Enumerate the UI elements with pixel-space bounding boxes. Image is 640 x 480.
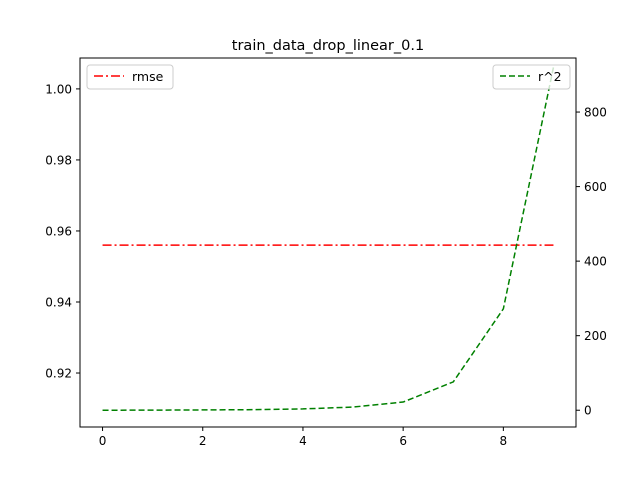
y-left-tick-label-1: 0.94: [45, 295, 72, 309]
legend-right-label: r^2: [538, 69, 562, 84]
series-layer: [102, 67, 555, 411]
y-right-tick-label-1: 200: [584, 329, 607, 343]
y-left-tick-label-2: 0.96: [45, 224, 72, 238]
legend-left-label: rmse: [132, 69, 164, 84]
y-right-tick-label-2: 400: [584, 255, 607, 269]
legend-left: rmse: [86, 64, 174, 90]
x-tick-label-3: 6: [399, 434, 407, 448]
y-right-tick-label-0: 0: [584, 404, 592, 418]
x-tick-label-2: 4: [299, 434, 307, 448]
y-right-tick-label-3: 600: [584, 180, 607, 194]
chart-title: train_data_drop_linear_0.1: [232, 38, 424, 54]
x-tick-label-4: 8: [500, 434, 508, 448]
legend-left-box: [86, 64, 174, 90]
legend-right: r^2: [492, 64, 571, 90]
y-axis-right: 0 200 400 600 800: [576, 106, 607, 418]
y-left-tick-label-4: 1.00: [45, 82, 72, 96]
y-right-tick-label-4: 800: [584, 106, 607, 120]
x-axis: 0 2 4 6 8: [99, 427, 507, 448]
x-tick-label-1: 2: [199, 434, 207, 448]
y-left-tick-label-3: 0.98: [45, 153, 72, 167]
y-left-tick-label-0: 0.92: [45, 367, 72, 381]
legend-right-box: [492, 64, 571, 90]
x-tick-label-0: 0: [99, 434, 107, 448]
y-axis-left: 0.92 0.94 0.96 0.98 1.00: [45, 82, 80, 381]
series-line-r-2: [102, 67, 555, 411]
plot-frame: [79, 57, 577, 428]
